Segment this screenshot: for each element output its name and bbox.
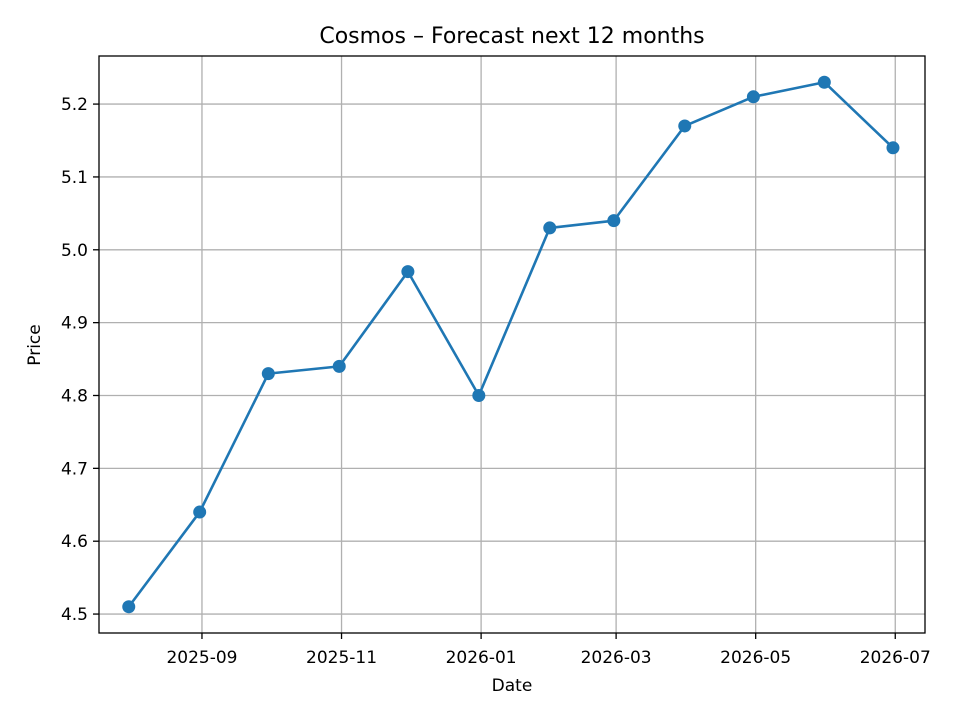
x-tick-label: 2026-03 bbox=[581, 648, 652, 668]
data-point bbox=[607, 214, 621, 228]
data-point bbox=[122, 600, 136, 614]
y-tick-label: 4.8 bbox=[61, 386, 88, 406]
y-axis-title: Price bbox=[25, 324, 45, 365]
x-tick-label: 2025-11 bbox=[306, 648, 377, 668]
x-tick-label: 2026-05 bbox=[720, 648, 791, 668]
y-tick-label: 5.0 bbox=[61, 241, 88, 261]
data-point bbox=[261, 367, 275, 381]
y-tick-label: 5.2 bbox=[61, 95, 88, 115]
series-layer bbox=[122, 75, 900, 614]
y-tick-label: 4.5 bbox=[61, 605, 88, 625]
series-line bbox=[127, 80, 894, 608]
y-tick-label: 4.6 bbox=[61, 532, 88, 552]
y-tick-label: 4.7 bbox=[61, 459, 88, 479]
data-point bbox=[472, 389, 486, 402]
chart-title: Cosmos – Forecast next 12 months bbox=[319, 24, 704, 49]
data-point bbox=[746, 90, 760, 104]
data-point bbox=[401, 265, 415, 279]
y-tick-label: 4.9 bbox=[61, 314, 88, 334]
y-tick-label: 5.1 bbox=[61, 168, 88, 188]
x-tick-label: 2025-09 bbox=[166, 648, 237, 668]
ticks: 2025-09 2025-11 2026-01 2026-03 2026-05 2026-… bbox=[61, 95, 931, 668]
plot-frame bbox=[98, 55, 926, 634]
data-point bbox=[678, 119, 692, 133]
data-point bbox=[193, 505, 207, 519]
data-point bbox=[817, 75, 831, 89]
x-tick-label: 2026-07 bbox=[860, 648, 931, 668]
data-point bbox=[543, 221, 557, 235]
x-tick-label: 2026-01 bbox=[446, 648, 517, 668]
data-point bbox=[332, 359, 346, 373]
data-point bbox=[886, 141, 900, 155]
x-axis-title: Date bbox=[492, 676, 533, 696]
